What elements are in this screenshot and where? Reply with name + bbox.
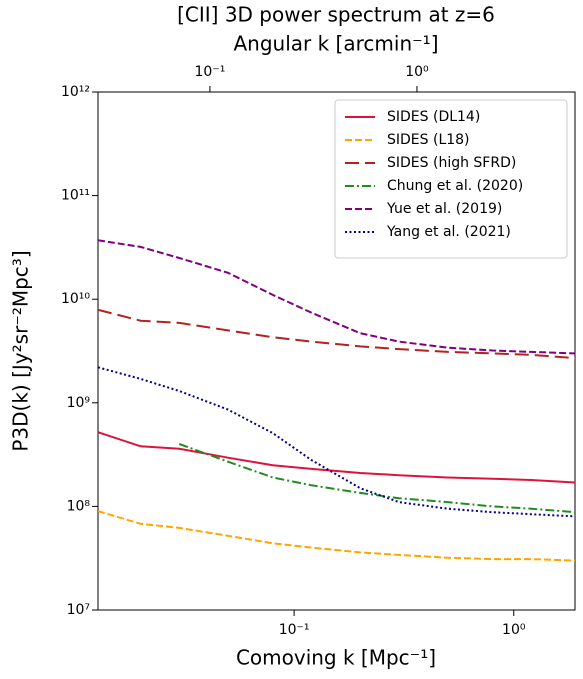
- y-tick-label: 10¹²: [61, 84, 90, 100]
- series-line: [98, 308, 575, 360]
- series-line: [98, 366, 575, 518]
- series-line: [98, 431, 575, 484]
- series-line: [98, 239, 575, 355]
- y-tick-label: 10¹⁰: [61, 291, 90, 307]
- y-tick-label: 10⁷: [67, 602, 90, 618]
- legend-label: SIDES (L18): [387, 132, 470, 148]
- plot-frame: [97, 91, 576, 611]
- legend-box: [334, 99, 568, 259]
- y-tick-label: 10⁸: [67, 498, 91, 514]
- legend-label: SIDES (high SFRD): [387, 155, 516, 171]
- y-axis-label: P3D(k) [Jy²sr⁻²Mpc³]: [9, 250, 33, 451]
- legend-label: Yang et al. (2021): [386, 224, 511, 240]
- legend-label: Chung et al. (2020): [387, 178, 523, 194]
- series-line: [178, 443, 575, 514]
- y-tick-label: 10¹¹: [61, 188, 90, 204]
- x2-tick-label: 10⁻¹: [195, 64, 226, 80]
- legend-label: Yue et al. (2019): [386, 201, 502, 217]
- legend-label: SIDES (DL14): [387, 109, 480, 125]
- y-tick-label: 10⁹: [67, 395, 91, 411]
- x2-tick-label: 10⁰: [405, 64, 429, 80]
- x-tick-label: 10⁻¹: [279, 622, 310, 638]
- series-line: [98, 510, 575, 562]
- x2-axis-label: Angular k [arcmin⁻¹]: [234, 32, 439, 56]
- x-tick-label: 10⁰: [502, 622, 526, 638]
- chart-title: [CII] 3D power spectrum at z=6: [177, 3, 495, 27]
- x-axis-label: Comoving k [Mpc⁻¹]: [236, 646, 436, 670]
